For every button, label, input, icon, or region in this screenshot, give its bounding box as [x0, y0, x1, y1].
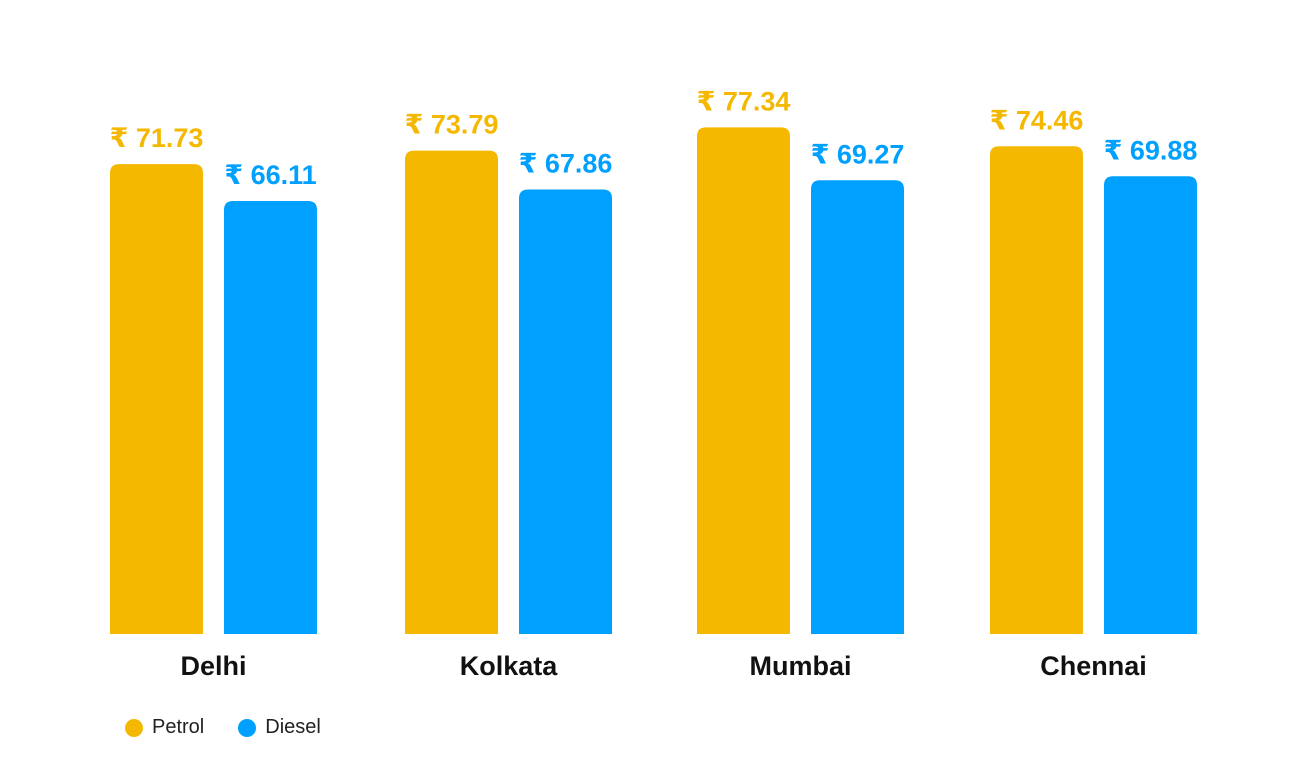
legend-item-diesel: Diesel [238, 716, 321, 739]
value-label-kolkata-petrol: ₹ 73.79 [405, 110, 499, 140]
value-label-delhi-petrol: ₹ 71.73 [110, 123, 204, 153]
category-label-chennai: Chennai [1040, 651, 1147, 681]
category-label-mumbai: Mumbai [749, 651, 851, 681]
bar-chennai-petrol [990, 146, 1083, 635]
category-label-delhi: Delhi [180, 651, 246, 681]
value-label-mumbai-diesel: ₹ 69.27 [811, 139, 905, 169]
value-label-kolkata-diesel: ₹ 67.86 [519, 149, 613, 179]
bar-kolkata-petrol [405, 150, 498, 634]
bar-chart: ₹ 71.73 ₹ 66.11 Delhi ₹ 73.79 ₹ 67.86 Kolkata… [110, 86, 1198, 681]
legend-diesel-label: Diesel [265, 716, 321, 738]
bar-kolkata-diesel [519, 189, 612, 634]
legend-petrol-swatch [125, 718, 143, 737]
legend-petrol-label: Petrol [152, 716, 205, 738]
value-label-chennai-diesel: ₹ 69.88 [1104, 135, 1198, 165]
bar-delhi-petrol [110, 164, 203, 634]
value-label-delhi-diesel: ₹ 66.11 [224, 160, 316, 190]
bar-chennai-diesel [1104, 176, 1197, 634]
bar-delhi-diesel [224, 200, 317, 635]
bar-mumbai-diesel [811, 180, 904, 634]
value-label-mumbai-petrol: ₹ 77.34 [697, 86, 791, 116]
bar-mumbai-petrol [697, 127, 790, 634]
legend-diesel-swatch [238, 718, 257, 737]
legend-item-petrol: Petrol [125, 716, 204, 739]
legend: Petrol Diesel [125, 716, 321, 739]
category-label-kolkata: Kolkata [460, 651, 559, 681]
value-label-chennai-petrol: ₹ 74.46 [990, 105, 1084, 135]
